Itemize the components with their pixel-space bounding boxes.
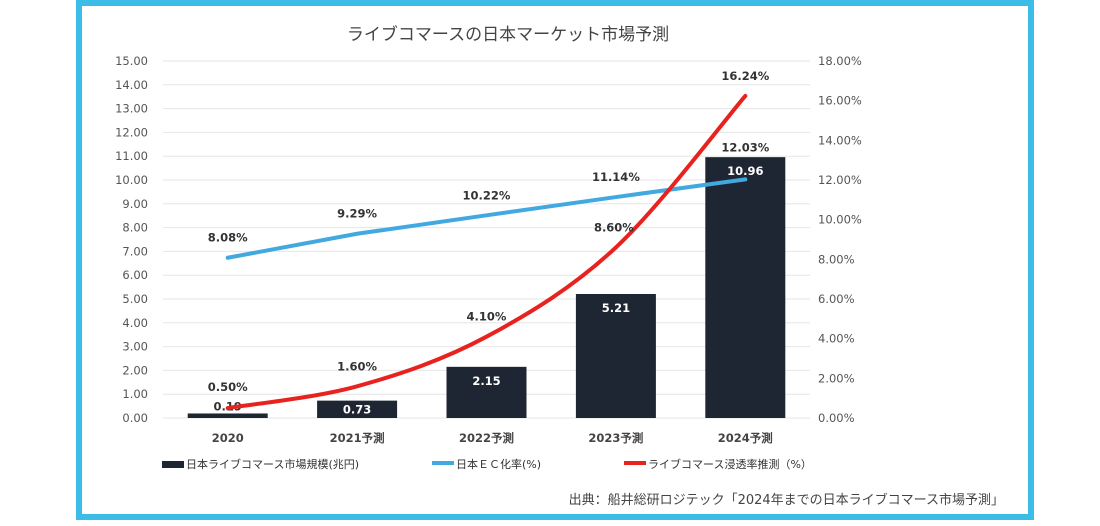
line-point — [486, 336, 487, 338]
bar — [705, 157, 786, 419]
category-label: 2024予測 — [718, 431, 773, 445]
bar-value-label: 0.73 — [343, 402, 371, 416]
legend: 日本ライブコマース市場規模(兆円) 日本ＥＣ化率(%) ライブコマース浸透率推測（%… — [162, 457, 812, 471]
chart-frame — [76, 0, 1034, 520]
gridlines — [163, 60, 810, 419]
chart-title: ライブコマースの日本マーケット市場予測 — [347, 24, 669, 45]
left-tick-label: 8.00 — [122, 221, 148, 235]
line-value-label: 0.50% — [208, 380, 248, 394]
line-point — [356, 233, 358, 235]
category-label: 2023予測 — [588, 431, 643, 445]
bar-value-label: 5.21 — [602, 301, 630, 315]
legend-label: ライブコマース浸透率推測（%） — [648, 457, 812, 471]
category-label: 2021予測 — [330, 431, 385, 445]
bar — [446, 366, 527, 418]
line-point — [744, 95, 746, 97]
line-value-label: 12.03% — [721, 140, 769, 154]
line-value-label: 8.08% — [208, 231, 248, 245]
left-tick-label: 1.00 — [122, 387, 148, 401]
line-series: 8.08% 9.29% 10.22% 11.14% 12.03% 0.50% 1.60% 4.… — [208, 69, 770, 411]
right-tick-label: 16.00% — [818, 94, 862, 108]
line-value-label: 16.24% — [721, 69, 769, 83]
category-label: 2022予測 — [459, 431, 514, 445]
left-tick-label: 15.00 — [115, 54, 148, 68]
line-point — [356, 385, 358, 387]
right-tick-label: 2.00% — [818, 371, 855, 385]
left-tick-label: 5.00 — [122, 292, 148, 306]
legend-swatch — [432, 461, 454, 465]
legend-swatch — [162, 461, 184, 468]
left-tick-label: 2.00 — [122, 363, 148, 377]
left-tick-label: 12.00 — [115, 125, 148, 139]
bar — [187, 413, 268, 418]
line-value-label: 8.60% — [594, 220, 634, 234]
right-axis: 0.00% 2.00% 4.00% 6.00% 8.00% 10.00% 12.00% 14.… — [818, 54, 862, 425]
source-note: 出典：船井総研ロジテック「2024年までの日本ライブコマース市場予測」 — [569, 492, 1004, 508]
line-value-label: 1.60% — [337, 359, 377, 373]
line-value-label: 4.10% — [467, 310, 507, 324]
line-point — [227, 257, 229, 259]
line-value-label: 9.29% — [337, 207, 377, 221]
left-tick-label: 3.00 — [122, 340, 148, 354]
right-tick-label: 18.00% — [818, 54, 862, 68]
bar — [317, 400, 398, 418]
left-tick-label: 13.00 — [115, 102, 148, 116]
line-point — [615, 196, 617, 198]
category-label: 2020 — [212, 431, 244, 445]
x-axis: 2020 2021予測 2022予測 2023予測 2024予測 — [212, 431, 773, 445]
penetration-rate-line — [225, 93, 748, 411]
bar-value-label: 10.96 — [727, 164, 763, 178]
right-tick-label: 6.00% — [818, 292, 855, 306]
left-tick-label: 4.00 — [122, 316, 148, 330]
line-value-label: 10.22% — [463, 188, 511, 202]
right-tick-label: 14.00% — [818, 133, 862, 147]
right-tick-label: 10.00% — [818, 213, 862, 227]
legend-swatch — [624, 461, 646, 465]
line-value-label: 11.14% — [592, 170, 640, 184]
line-point — [227, 407, 229, 409]
left-axis: 0.00 1.00 2.00 3.00 4.00 5.00 6.00 7.00 8.00 9.00… — [115, 54, 148, 425]
left-tick-label: 0.00 — [122, 411, 148, 425]
left-tick-label: 11.00 — [115, 149, 148, 163]
left-tick-label: 6.00 — [122, 268, 148, 282]
left-tick-label: 9.00 — [122, 197, 148, 211]
bar-value-label: 2.15 — [472, 374, 500, 388]
line-point — [486, 214, 487, 216]
left-tick-label: 7.00 — [122, 244, 148, 258]
right-tick-label: 8.00% — [818, 252, 855, 266]
right-tick-label: 4.00% — [818, 332, 855, 346]
line-point — [615, 246, 617, 248]
right-tick-label: 0.00% — [818, 411, 855, 425]
left-tick-label: 14.00 — [115, 78, 148, 92]
left-tick-label: 10.00 — [115, 173, 148, 187]
right-tick-label: 12.00% — [818, 173, 862, 187]
legend-label: 日本ライブコマース市場規模(兆円) — [186, 457, 359, 471]
bar — [575, 294, 656, 418]
legend-label: 日本ＥＣ化率(%) — [456, 457, 541, 471]
line-point — [744, 178, 746, 180]
